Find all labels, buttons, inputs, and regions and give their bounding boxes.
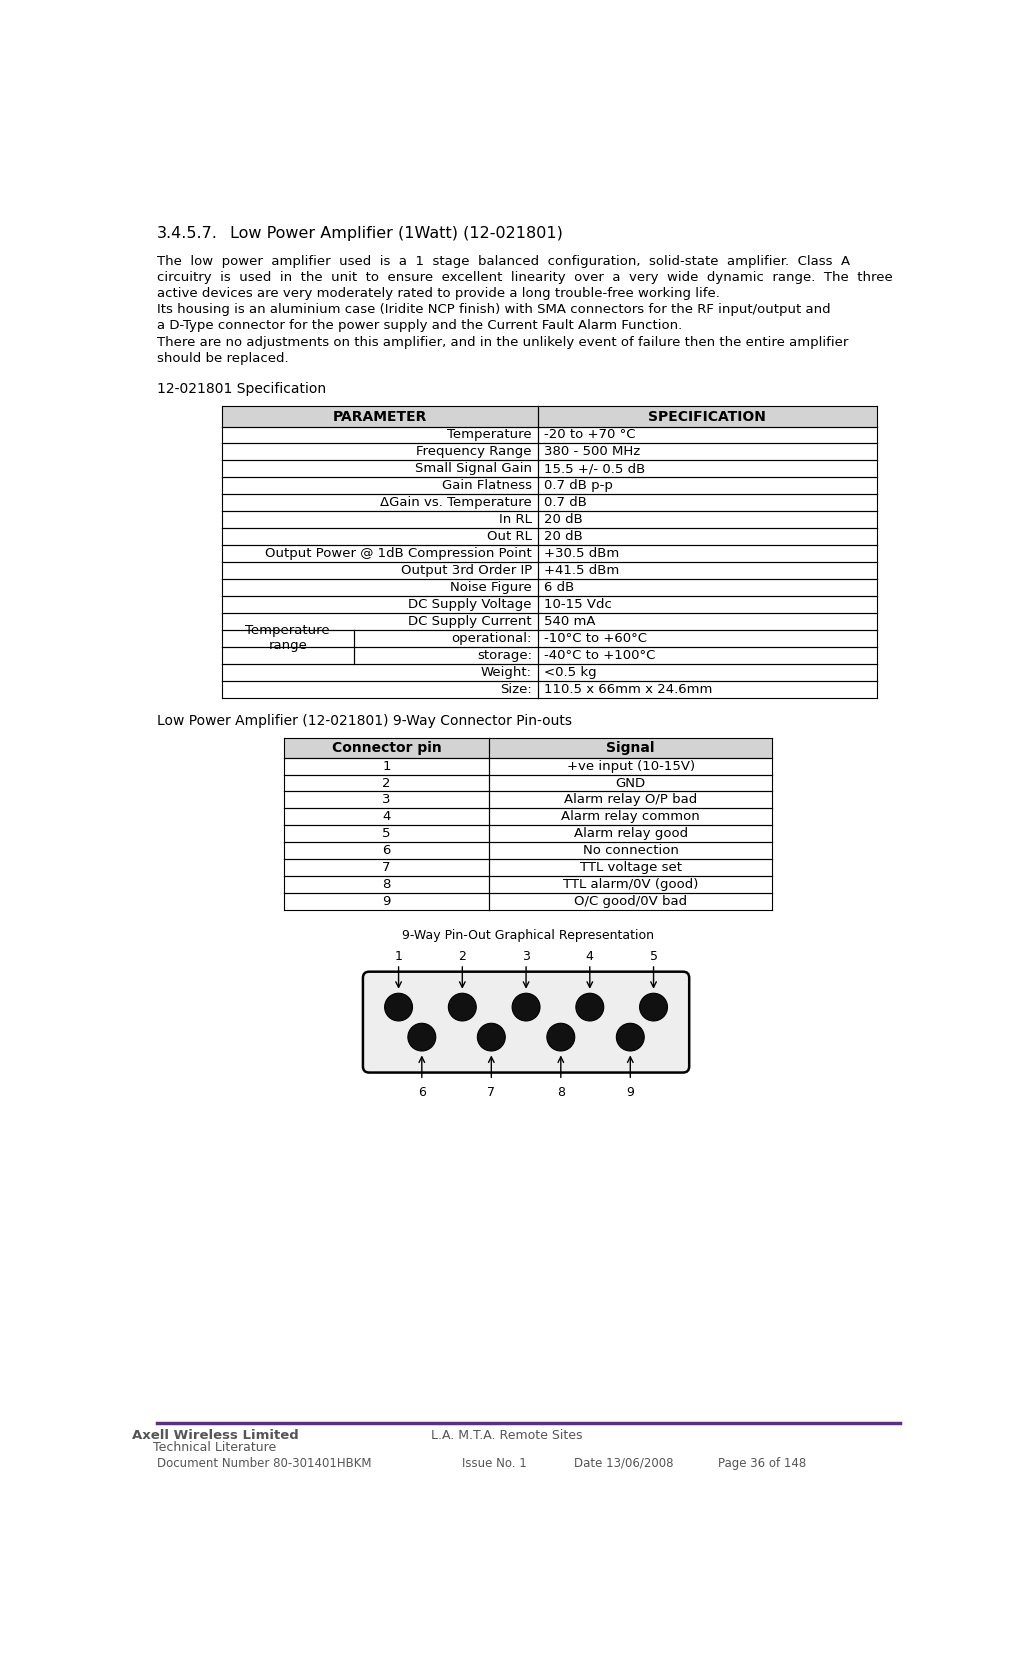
- Text: 380 - 500 MHz: 380 - 500 MHz: [544, 445, 640, 458]
- Text: 4: 4: [586, 950, 594, 963]
- Circle shape: [576, 993, 604, 1021]
- Text: 6: 6: [418, 1086, 426, 1099]
- Text: 1: 1: [383, 760, 391, 773]
- Text: 4: 4: [383, 811, 391, 824]
- Text: a D-Type connector for the power supply and the Current Fault Alarm Function.: a D-Type connector for the power supply …: [157, 319, 683, 333]
- Text: Low Power Amplifier (1Watt) (12-021801): Low Power Amplifier (1Watt) (12-021801): [230, 225, 563, 240]
- Text: Frequency Range: Frequency Range: [417, 445, 532, 458]
- Text: Technical Literature: Technical Literature: [154, 1442, 276, 1455]
- Circle shape: [477, 1023, 505, 1051]
- Text: 15.5 +/- 0.5 dB: 15.5 +/- 0.5 dB: [544, 462, 645, 475]
- Text: The  low  power  amplifier  used  is  a  1  stage  balanced  configuration,  sol: The low power amplifier used is a 1 stag…: [157, 255, 850, 268]
- Text: ΔGain vs. Temperature: ΔGain vs. Temperature: [380, 496, 532, 510]
- Text: In RL: In RL: [499, 513, 532, 526]
- Text: should be replaced.: should be replaced.: [157, 353, 289, 364]
- Text: 5: 5: [383, 828, 391, 841]
- Text: 3: 3: [383, 793, 391, 806]
- Text: 2: 2: [459, 950, 466, 963]
- Text: SPECIFICATION: SPECIFICATION: [648, 409, 766, 424]
- Text: 1: 1: [395, 950, 402, 963]
- Text: -20 to +70 °C: -20 to +70 °C: [544, 429, 636, 442]
- Text: PARAMETER: PARAMETER: [333, 409, 427, 424]
- Text: operational:: operational:: [452, 632, 532, 645]
- Text: Alarm relay common: Alarm relay common: [561, 811, 700, 824]
- Text: L.A. M.T.A. Remote Sites: L.A. M.T.A. Remote Sites: [431, 1428, 583, 1442]
- Text: Axell Wireless Limited: Axell Wireless Limited: [132, 1428, 298, 1442]
- Circle shape: [448, 993, 476, 1021]
- Text: +30.5 dBm: +30.5 dBm: [544, 548, 620, 559]
- Circle shape: [408, 1023, 436, 1051]
- Text: DC Supply Current: DC Supply Current: [408, 614, 532, 627]
- Text: 110.5 x 66mm x 24.6mm: 110.5 x 66mm x 24.6mm: [544, 682, 712, 695]
- Bar: [538, 407, 876, 427]
- Text: 0.7 dB p-p: 0.7 dB p-p: [544, 480, 613, 492]
- Text: Gain Flatness: Gain Flatness: [442, 480, 532, 492]
- Text: Document Number 80-301401HBKM: Document Number 80-301401HBKM: [157, 1456, 371, 1470]
- Text: 8: 8: [557, 1086, 565, 1099]
- FancyBboxPatch shape: [363, 971, 689, 1072]
- Text: 6 dB: 6 dB: [544, 581, 574, 594]
- Text: 3: 3: [522, 950, 530, 963]
- Text: Date 13/06/2008: Date 13/06/2008: [574, 1456, 674, 1470]
- Text: 7: 7: [488, 1086, 495, 1099]
- Text: Issue No. 1: Issue No. 1: [462, 1456, 527, 1470]
- Text: 9-Way Pin-Out Graphical Representation: 9-Way Pin-Out Graphical Representation: [402, 930, 654, 942]
- Circle shape: [617, 1023, 644, 1051]
- Text: Alarm relay good: Alarm relay good: [573, 828, 688, 841]
- Text: +41.5 dBm: +41.5 dBm: [544, 564, 620, 578]
- Text: Temperature: Temperature: [447, 429, 532, 442]
- Text: 9: 9: [627, 1086, 634, 1099]
- Text: Its housing is an aluminium case (Iridite NCP finish) with SMA connectors for th: Its housing is an aluminium case (Iridit…: [157, 303, 830, 316]
- Bar: [490, 738, 772, 758]
- Text: O/C good/0V bad: O/C good/0V bad: [574, 895, 688, 909]
- Text: 10-15 Vdc: 10-15 Vdc: [544, 597, 612, 611]
- Text: Noise Figure: Noise Figure: [451, 581, 532, 594]
- Text: DC Supply Voltage: DC Supply Voltage: [408, 597, 532, 611]
- Text: 3.4.5.7.: 3.4.5.7.: [157, 225, 218, 240]
- Text: 20 dB: 20 dB: [544, 530, 583, 543]
- Text: There are no adjustments on this amplifier, and in the unlikely event of failure: There are no adjustments on this amplifi…: [157, 336, 849, 349]
- Text: 540 mA: 540 mA: [544, 614, 596, 627]
- Text: No connection: No connection: [583, 844, 678, 857]
- Text: 6: 6: [383, 844, 391, 857]
- Text: TTL alarm/0V (good): TTL alarm/0V (good): [563, 879, 698, 890]
- Text: 20 dB: 20 dB: [544, 513, 583, 526]
- Text: Output 3rd Order IP: Output 3rd Order IP: [401, 564, 532, 578]
- Text: -40°C to +100°C: -40°C to +100°C: [544, 649, 656, 662]
- Circle shape: [639, 993, 667, 1021]
- Text: <0.5 kg: <0.5 kg: [544, 665, 597, 679]
- Text: 12-021801 Specification: 12-021801 Specification: [157, 382, 326, 396]
- Text: storage:: storage:: [477, 649, 532, 662]
- Text: GND: GND: [616, 776, 645, 789]
- Text: Signal: Signal: [606, 740, 655, 755]
- Text: Connector pin: Connector pin: [332, 740, 441, 755]
- Text: active devices are very moderately rated to provide a long trouble-free working : active devices are very moderately rated…: [157, 288, 720, 300]
- Circle shape: [385, 993, 412, 1021]
- Text: Temperature
range: Temperature range: [245, 624, 330, 652]
- Text: Weight:: Weight:: [480, 665, 532, 679]
- Text: 5: 5: [650, 950, 658, 963]
- Text: Size:: Size:: [500, 682, 532, 695]
- Text: TTL voltage set: TTL voltage set: [579, 861, 681, 874]
- Bar: [284, 738, 490, 758]
- Text: 9: 9: [383, 895, 391, 909]
- Text: Alarm relay O/P bad: Alarm relay O/P bad: [564, 793, 697, 806]
- Text: Low Power Amplifier (12-021801) 9-Way Connector Pin-outs: Low Power Amplifier (12-021801) 9-Way Co…: [157, 715, 572, 728]
- Circle shape: [546, 1023, 574, 1051]
- Text: 8: 8: [383, 879, 391, 890]
- Bar: [222, 407, 538, 427]
- Text: 2: 2: [383, 776, 391, 789]
- Text: +ve input (10-15V): +ve input (10-15V): [567, 760, 695, 773]
- Circle shape: [512, 993, 540, 1021]
- Text: Small Signal Gain: Small Signal Gain: [414, 462, 532, 475]
- Text: Page 36 of 148: Page 36 of 148: [718, 1456, 806, 1470]
- Text: circuitry  is  used  in  the  unit  to  ensure  excellent  linearity  over  a  v: circuitry is used in the unit to ensure …: [157, 271, 893, 285]
- Text: 0.7 dB: 0.7 dB: [544, 496, 587, 510]
- Text: Output Power @ 1dB Compression Point: Output Power @ 1dB Compression Point: [265, 548, 532, 559]
- Text: Out RL: Out RL: [487, 530, 532, 543]
- Text: 7: 7: [383, 861, 391, 874]
- Text: -10°C to +60°C: -10°C to +60°C: [544, 632, 647, 645]
